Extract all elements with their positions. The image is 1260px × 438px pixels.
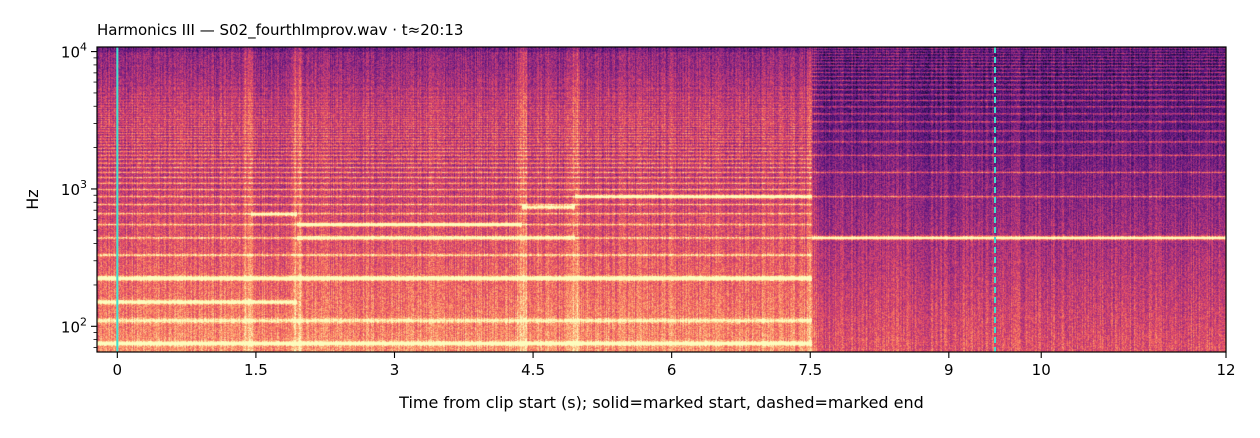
y-axis-label: Hz bbox=[23, 189, 42, 209]
spectrogram-image bbox=[97, 47, 1226, 352]
x-tick-label: 7.5 bbox=[798, 361, 822, 379]
x-tick-label: 10 bbox=[1032, 361, 1051, 379]
x-tick-label: 3 bbox=[390, 361, 400, 379]
y-tick-label: 104 bbox=[61, 41, 87, 62]
x-tick-label: 0 bbox=[113, 361, 123, 379]
x-tick-label: 9 bbox=[944, 361, 954, 379]
x-tick-label: 1.5 bbox=[244, 361, 268, 379]
plot-frame bbox=[96, 46, 1227, 353]
x-tick-label: 12 bbox=[1216, 361, 1235, 379]
x-axis-label: Time from clip start (s); solid=marked s… bbox=[398, 393, 924, 412]
x-tick-label: 6 bbox=[667, 361, 677, 379]
x-tick-label: 4.5 bbox=[521, 361, 545, 379]
chart-title: Harmonics III — S02_fourthImprov.wav · t… bbox=[97, 21, 463, 40]
y-tick-label: 103 bbox=[61, 178, 87, 199]
y-tick-label: 102 bbox=[61, 315, 87, 336]
